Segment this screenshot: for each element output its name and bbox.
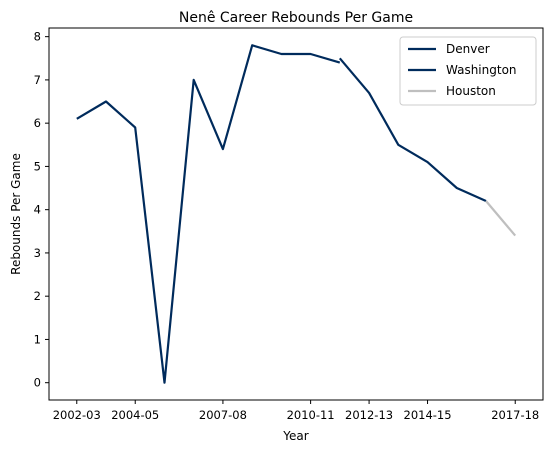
y-tick-label: 7 [34, 73, 41, 87]
y-axis-label: Rebounds Per Game [9, 153, 23, 275]
x-axis-label: Year [282, 429, 308, 443]
y-tick-label: 6 [34, 116, 41, 130]
series-line-denver [76, 44, 341, 384]
chart-title: Nenê Career Rebounds Per Game [179, 10, 413, 26]
series-line-houston [485, 200, 517, 237]
y-tick-label: 1 [34, 332, 41, 346]
x-tick-label: 2007-08 [199, 408, 247, 422]
y-tick-label: 0 [34, 376, 41, 390]
y-tick-label: 2 [34, 289, 41, 303]
x-tick-label: 2012-13 [345, 408, 393, 422]
y-axis: 0 1 2 3 4 5 6 7 8 [34, 30, 49, 390]
legend-label-houston: Houston [446, 84, 496, 98]
legend-label-denver: Denver [446, 42, 490, 56]
x-tick-label: 2010-11 [287, 408, 335, 422]
y-tick-label: 8 [34, 30, 41, 44]
legend-label-washington: Washington [446, 63, 517, 77]
y-tick-label: 5 [34, 159, 41, 173]
y-tick-label: 3 [34, 246, 41, 260]
series-lines [76, 44, 517, 384]
legend-frame [399, 36, 537, 106]
series-line-washington [338, 57, 487, 203]
x-tick-label: 2014-15 [404, 408, 452, 422]
legend: Denver Washington Houston [399, 36, 537, 106]
x-tick-label: 2002-03 [53, 408, 101, 422]
x-axis: 2002-03 2004-05 2007-08 2010-11 2012-13 2014-… [53, 400, 539, 422]
x-tick-label: 2017-18 [491, 408, 539, 422]
y-tick-label: 4 [34, 203, 41, 217]
x-tick-label: 2004-05 [111, 408, 159, 422]
